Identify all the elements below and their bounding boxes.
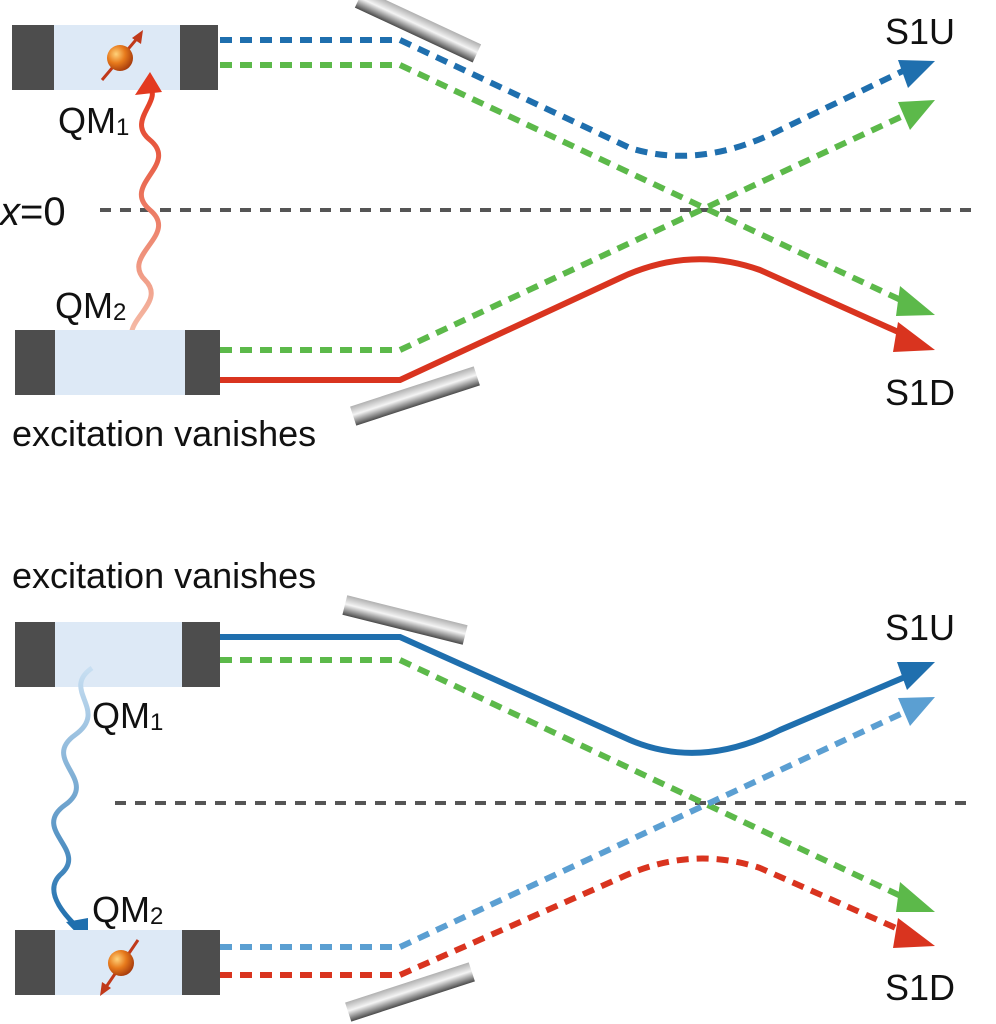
output-s1d-label: S1D xyxy=(885,372,955,413)
mirror-icon xyxy=(354,0,482,63)
qm1-crystal xyxy=(15,622,220,687)
beam-lightblue-dotted xyxy=(220,709,907,950)
beam-green-dotted-a xyxy=(220,62,907,305)
qm1-label: QM1 xyxy=(58,100,129,141)
arrowhead-icon xyxy=(896,286,935,316)
arrowhead-icon xyxy=(898,100,935,130)
qm2-label: QM2 xyxy=(92,889,163,930)
panel-bottom: excitation vanishes xyxy=(12,555,975,1022)
atom-icon xyxy=(100,30,143,81)
output-s1u-label: S1U xyxy=(885,607,955,648)
beam-green-dotted-a xyxy=(220,657,907,901)
panel-top: QM1 x=0 QM2 excitation vanishes S1U S1D xyxy=(0,0,975,454)
beam-blue-dotted xyxy=(220,37,907,159)
beam-red-solid xyxy=(220,256,907,383)
qm2-label: QM2 xyxy=(55,285,126,326)
qm1-label: QM1 xyxy=(92,695,163,736)
x-zero-label: x=0 xyxy=(0,190,66,234)
wavy-photon-icon xyxy=(129,72,162,352)
beam-red-dotted xyxy=(220,855,907,978)
qm2-crystal xyxy=(15,330,220,395)
beam-blue-solid xyxy=(220,634,907,756)
output-s1d-label: S1D xyxy=(885,967,955,1008)
arrowhead-icon xyxy=(897,662,935,690)
output-s1u-label: S1U xyxy=(885,11,955,52)
arrowhead-icon xyxy=(893,918,935,948)
caption-excitation-vanishes: excitation vanishes xyxy=(12,413,316,454)
mirror-icon xyxy=(342,595,468,645)
arrowhead-icon xyxy=(893,322,935,352)
caption-excitation-vanishes: excitation vanishes xyxy=(12,555,316,596)
wavy-photon-icon xyxy=(51,665,94,945)
atom-icon xyxy=(100,939,140,996)
beam-green-dotted-b xyxy=(220,112,907,353)
qm2-crystal xyxy=(15,930,220,995)
arrowhead-icon xyxy=(896,882,935,912)
mirror-icon xyxy=(350,366,480,426)
arrowhead-icon xyxy=(898,697,935,726)
arrowhead-icon xyxy=(898,60,935,88)
mirror-icon xyxy=(345,962,475,1022)
